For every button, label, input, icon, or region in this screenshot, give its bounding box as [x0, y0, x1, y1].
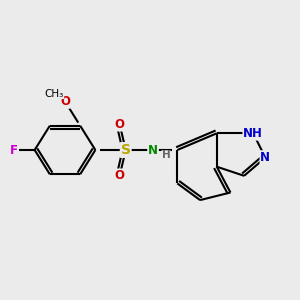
Text: O: O: [115, 118, 124, 131]
Text: CH₃: CH₃: [45, 89, 64, 99]
Text: O: O: [60, 95, 70, 108]
Text: O: O: [115, 169, 124, 182]
Text: N: N: [148, 143, 158, 157]
Text: N: N: [260, 151, 270, 164]
Text: H: H: [161, 151, 170, 160]
Text: S: S: [121, 143, 131, 157]
Text: F: F: [9, 143, 17, 157]
Text: NH: NH: [243, 127, 263, 140]
